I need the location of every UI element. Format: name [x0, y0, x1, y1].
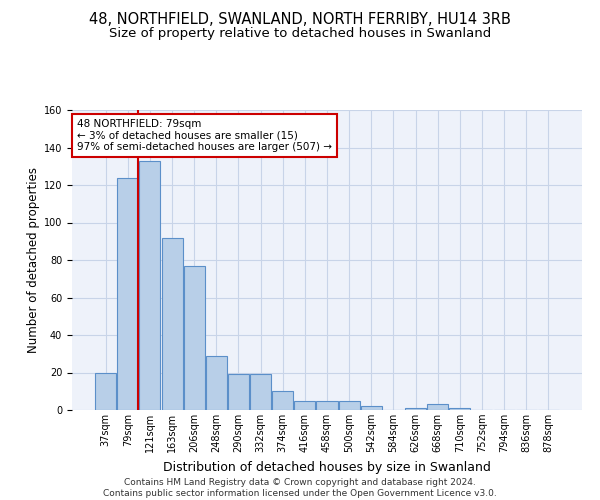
Bar — [427, 404, 448, 410]
Bar — [272, 391, 293, 410]
Bar — [118, 178, 139, 410]
Bar — [361, 406, 382, 410]
Bar — [161, 238, 182, 410]
Bar — [228, 374, 249, 410]
Text: Size of property relative to detached houses in Swanland: Size of property relative to detached ho… — [109, 28, 491, 40]
Bar — [405, 408, 426, 410]
Text: 48, NORTHFIELD, SWANLAND, NORTH FERRIBY, HU14 3RB: 48, NORTHFIELD, SWANLAND, NORTH FERRIBY,… — [89, 12, 511, 28]
Bar — [206, 356, 227, 410]
Y-axis label: Number of detached properties: Number of detached properties — [26, 167, 40, 353]
Bar — [95, 372, 116, 410]
Bar — [449, 408, 470, 410]
Text: 48 NORTHFIELD: 79sqm
← 3% of detached houses are smaller (15)
97% of semi-detach: 48 NORTHFIELD: 79sqm ← 3% of detached ho… — [77, 119, 332, 152]
Bar — [316, 400, 338, 410]
Text: Contains HM Land Registry data © Crown copyright and database right 2024.
Contai: Contains HM Land Registry data © Crown c… — [103, 478, 497, 498]
Bar — [139, 160, 160, 410]
Bar — [250, 374, 271, 410]
Bar — [338, 400, 359, 410]
Bar — [184, 266, 205, 410]
X-axis label: Distribution of detached houses by size in Swanland: Distribution of detached houses by size … — [163, 460, 491, 473]
Bar — [295, 400, 316, 410]
